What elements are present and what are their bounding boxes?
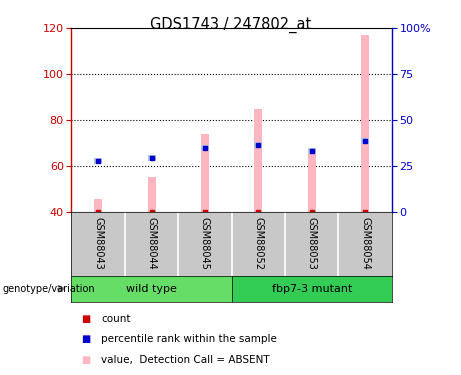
- Text: fbp7-3 mutant: fbp7-3 mutant: [272, 284, 352, 294]
- Bar: [94, 199, 102, 212]
- Text: ■: ■: [81, 355, 90, 365]
- Bar: [201, 134, 209, 212]
- Text: GSM88045: GSM88045: [200, 217, 210, 270]
- Text: value,  Detection Call = ABSENT: value, Detection Call = ABSENT: [101, 355, 270, 365]
- Bar: [231, 276, 392, 302]
- Bar: [308, 150, 316, 212]
- Bar: [201, 145, 209, 150]
- Text: GSM88052: GSM88052: [254, 217, 263, 270]
- Text: genotype/variation: genotype/variation: [2, 284, 95, 294]
- Bar: [254, 142, 262, 148]
- Text: ■: ■: [81, 334, 90, 344]
- Bar: [94, 159, 102, 164]
- Text: percentile rank within the sample: percentile rank within the sample: [101, 334, 278, 344]
- Text: GSM88053: GSM88053: [307, 217, 317, 270]
- Bar: [361, 35, 369, 212]
- Text: wild type: wild type: [126, 284, 177, 294]
- Bar: [148, 177, 155, 212]
- Text: count: count: [101, 314, 131, 324]
- Text: GSM88054: GSM88054: [360, 217, 370, 270]
- Text: ■: ■: [81, 314, 90, 324]
- Bar: [361, 138, 369, 144]
- Text: GSM88043: GSM88043: [93, 217, 103, 270]
- Bar: [254, 108, 262, 212]
- Text: GSM88044: GSM88044: [147, 217, 157, 270]
- Bar: [308, 148, 316, 154]
- Bar: [148, 155, 155, 161]
- Text: GDS1743 / 247802_at: GDS1743 / 247802_at: [150, 17, 311, 33]
